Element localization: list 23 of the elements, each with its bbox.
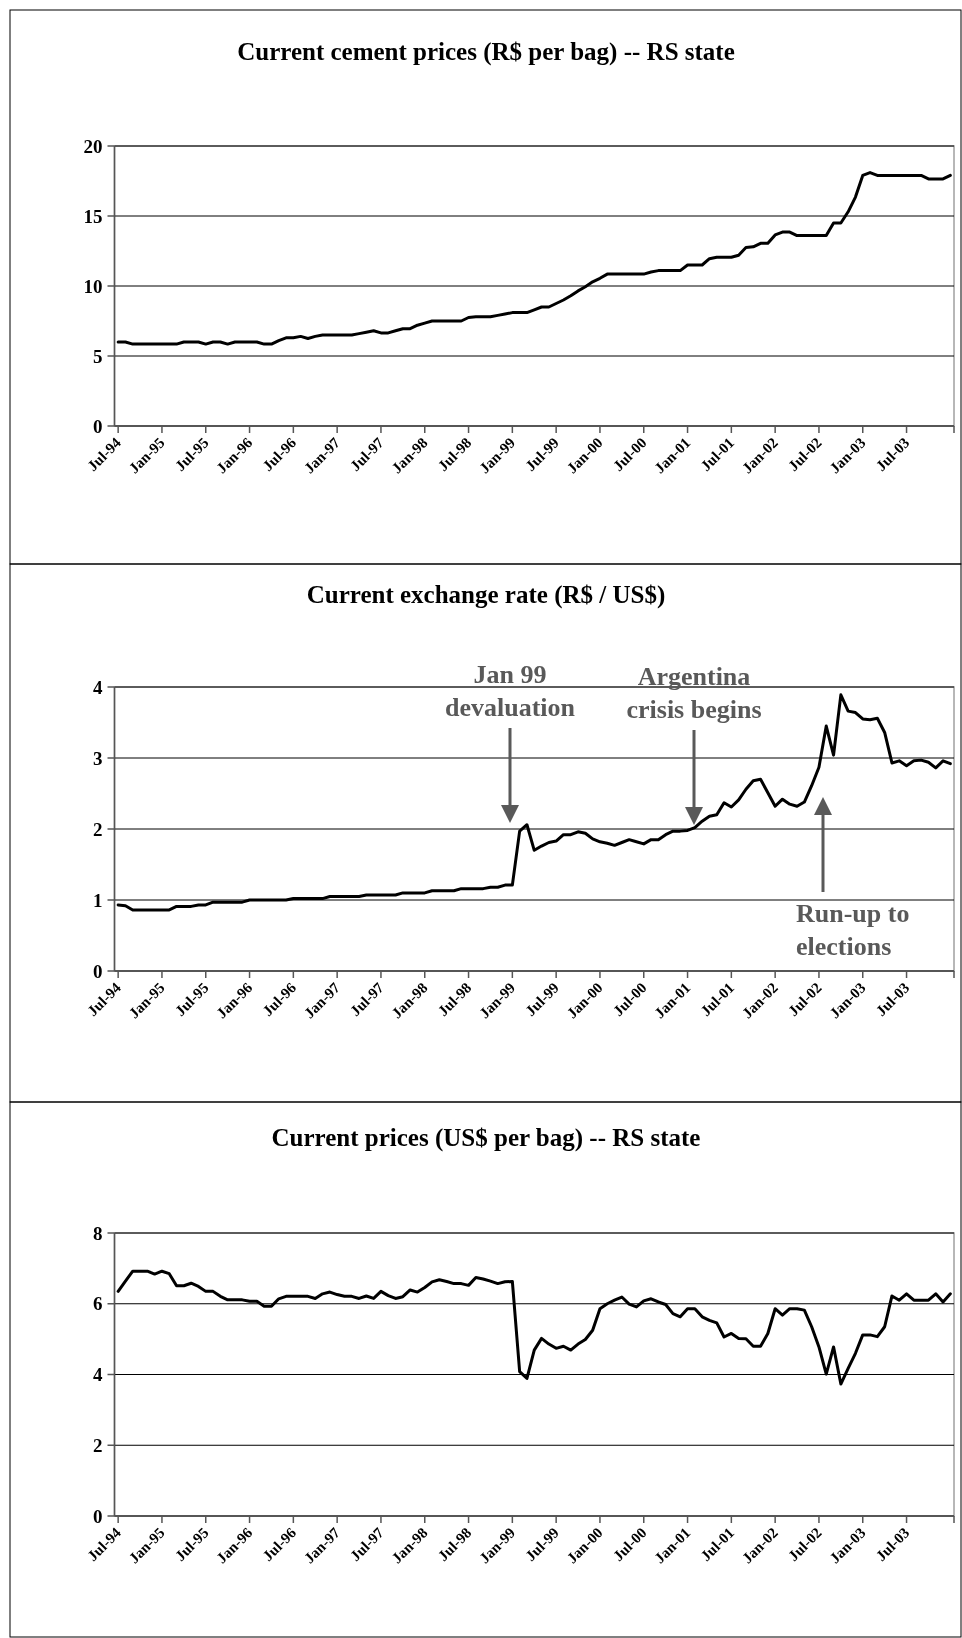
y-tick-label: 0 bbox=[93, 415, 103, 437]
y-tick-label: 15 bbox=[83, 205, 103, 227]
y-tick-label: 20 bbox=[83, 135, 103, 157]
y-tick-label: 5 bbox=[93, 345, 103, 367]
y-tick-label: 1 bbox=[93, 889, 103, 911]
annotation: Run-up to elections bbox=[796, 899, 910, 961]
annotation: Jan 99 devaluation bbox=[444, 660, 576, 722]
chart-title: Current exchange rate (R$ / US$) bbox=[306, 581, 666, 609]
y-tick-label: 3 bbox=[93, 747, 103, 769]
chart-title: Current prices (US$ per bag) -- RS state bbox=[271, 1124, 701, 1152]
line-series bbox=[116, 1269, 952, 1386]
y-tick-label: 0 bbox=[93, 1505, 103, 1527]
y-tick-label: 10 bbox=[83, 275, 103, 297]
chart-title: Current cement prices (R$ per bag) -- RS state bbox=[237, 38, 735, 66]
y-tick-label: 2 bbox=[93, 1434, 103, 1456]
y-tick-label: 6 bbox=[93, 1293, 103, 1315]
y-tick-label: 2 bbox=[93, 818, 103, 840]
y-tick-label: 4 bbox=[93, 676, 103, 698]
line-series bbox=[116, 171, 952, 346]
y-tick-label: 0 bbox=[93, 960, 103, 982]
y-tick-label: 8 bbox=[93, 1222, 103, 1244]
annotation: Argentina crisis begins bbox=[626, 662, 762, 724]
y-tick-label: 4 bbox=[93, 1364, 103, 1386]
